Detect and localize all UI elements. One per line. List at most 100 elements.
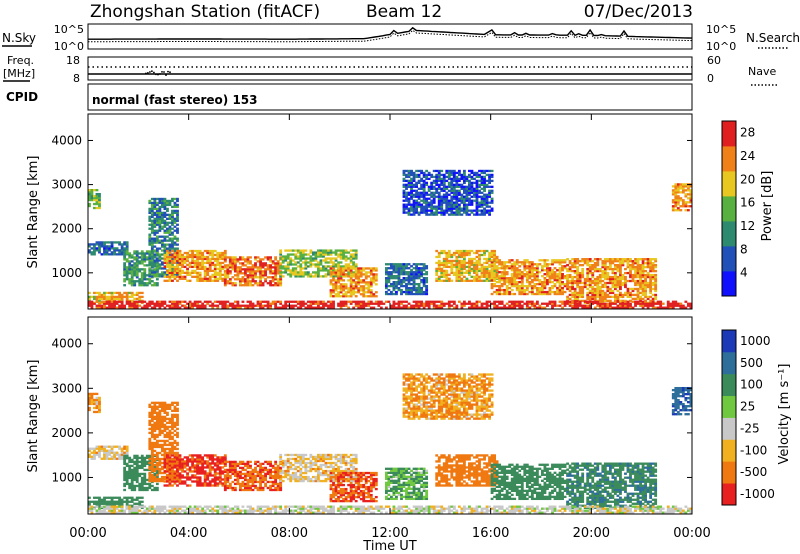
velocity-cell	[130, 482, 134, 486]
power-cell	[342, 302, 345, 305]
power-cell	[586, 304, 590, 307]
velocity-cell	[90, 392, 94, 396]
power-cell	[410, 213, 413, 216]
power-cell	[301, 249, 305, 252]
velocity-cell	[98, 402, 101, 406]
power-cell	[374, 302, 378, 305]
power-cell	[213, 300, 217, 303]
power-cell	[276, 270, 280, 273]
power-cell	[488, 209, 491, 212]
power-cell	[158, 300, 162, 303]
power-cell	[586, 273, 590, 277]
power-cell	[405, 271, 408, 274]
power-cell	[510, 277, 514, 280]
power-cell	[384, 263, 388, 266]
power-cell	[619, 265, 622, 269]
power-cell	[619, 267, 622, 271]
power-cell	[226, 274, 230, 277]
velocity-cell	[90, 500, 94, 503]
power-cell	[176, 243, 179, 246]
power-cell	[317, 255, 320, 258]
power-cell	[561, 292, 564, 296]
power-cell	[213, 273, 217, 276]
power-cell	[266, 266, 270, 269]
power-cell	[508, 282, 512, 286]
power-cell	[178, 275, 182, 278]
velocity-cell	[103, 455, 106, 458]
power-cell	[639, 281, 642, 285]
power-cell	[601, 304, 605, 307]
power-cell	[442, 257, 446, 261]
power-cell	[631, 279, 635, 283]
power-cell	[412, 211, 416, 214]
power-cell	[450, 195, 454, 198]
power-cell	[588, 258, 592, 261]
power-cell	[410, 304, 413, 307]
power-cell	[171, 217, 174, 220]
power-cell	[181, 300, 184, 303]
power-cell	[218, 267, 222, 271]
power-cell	[309, 251, 313, 254]
power-cell	[417, 195, 421, 198]
power-cell	[432, 193, 436, 196]
power-cell	[329, 271, 333, 274]
power-cell	[571, 283, 575, 287]
power-cell	[166, 279, 169, 282]
power-cell	[576, 258, 580, 261]
power-cell	[598, 291, 602, 295]
power-cell	[498, 261, 502, 264]
power-cell	[525, 286, 529, 290]
power-cell	[352, 281, 356, 284]
power-cell	[176, 205, 179, 209]
power-cell	[528, 263, 532, 266]
power-cell	[369, 267, 373, 270]
velocity-cell	[93, 451, 96, 454]
power-cell	[198, 265, 202, 269]
power-cell	[334, 259, 338, 262]
power-cell	[125, 272, 129, 275]
power-cell	[256, 276, 260, 279]
power-cell	[490, 249, 494, 253]
power-cell	[231, 268, 235, 271]
power-cell	[608, 277, 612, 281]
velocity-cell	[90, 398, 94, 402]
power-cell	[586, 260, 590, 263]
power-cell	[457, 193, 461, 196]
power-cell	[601, 291, 605, 295]
power-cell	[135, 256, 139, 259]
power-cell	[629, 258, 632, 261]
power-cell	[646, 264, 650, 267]
power-cell	[624, 281, 627, 285]
power-cell	[465, 271, 469, 275]
nsearch-label: N.Search	[746, 31, 800, 45]
power-cell	[113, 295, 116, 299]
power-cell	[334, 289, 338, 292]
power-cell	[538, 286, 542, 290]
power-cell	[118, 249, 122, 252]
power-cell	[571, 295, 575, 299]
power-cell	[407, 306, 411, 309]
power-cell	[93, 253, 96, 256]
power-cell	[344, 300, 348, 303]
power-cell	[294, 255, 298, 258]
power-cell	[515, 288, 519, 292]
power-cell	[659, 300, 663, 303]
power-cell	[349, 255, 353, 258]
power-cell	[95, 243, 99, 246]
power-cell	[291, 259, 295, 262]
power-cell	[621, 281, 625, 285]
power-cell	[440, 205, 444, 208]
power-cell	[123, 258, 127, 261]
power-cell	[259, 268, 262, 271]
power-cell	[629, 302, 632, 305]
power-cell	[128, 306, 132, 309]
power-cell	[256, 256, 260, 259]
power-cell	[372, 281, 376, 284]
power-cell	[427, 302, 431, 305]
power-cell	[168, 247, 172, 250]
power-cell	[644, 273, 647, 277]
power-cell	[689, 185, 693, 188]
power-cell	[624, 271, 627, 275]
power-cell	[646, 258, 650, 261]
power-cell	[495, 255, 499, 259]
